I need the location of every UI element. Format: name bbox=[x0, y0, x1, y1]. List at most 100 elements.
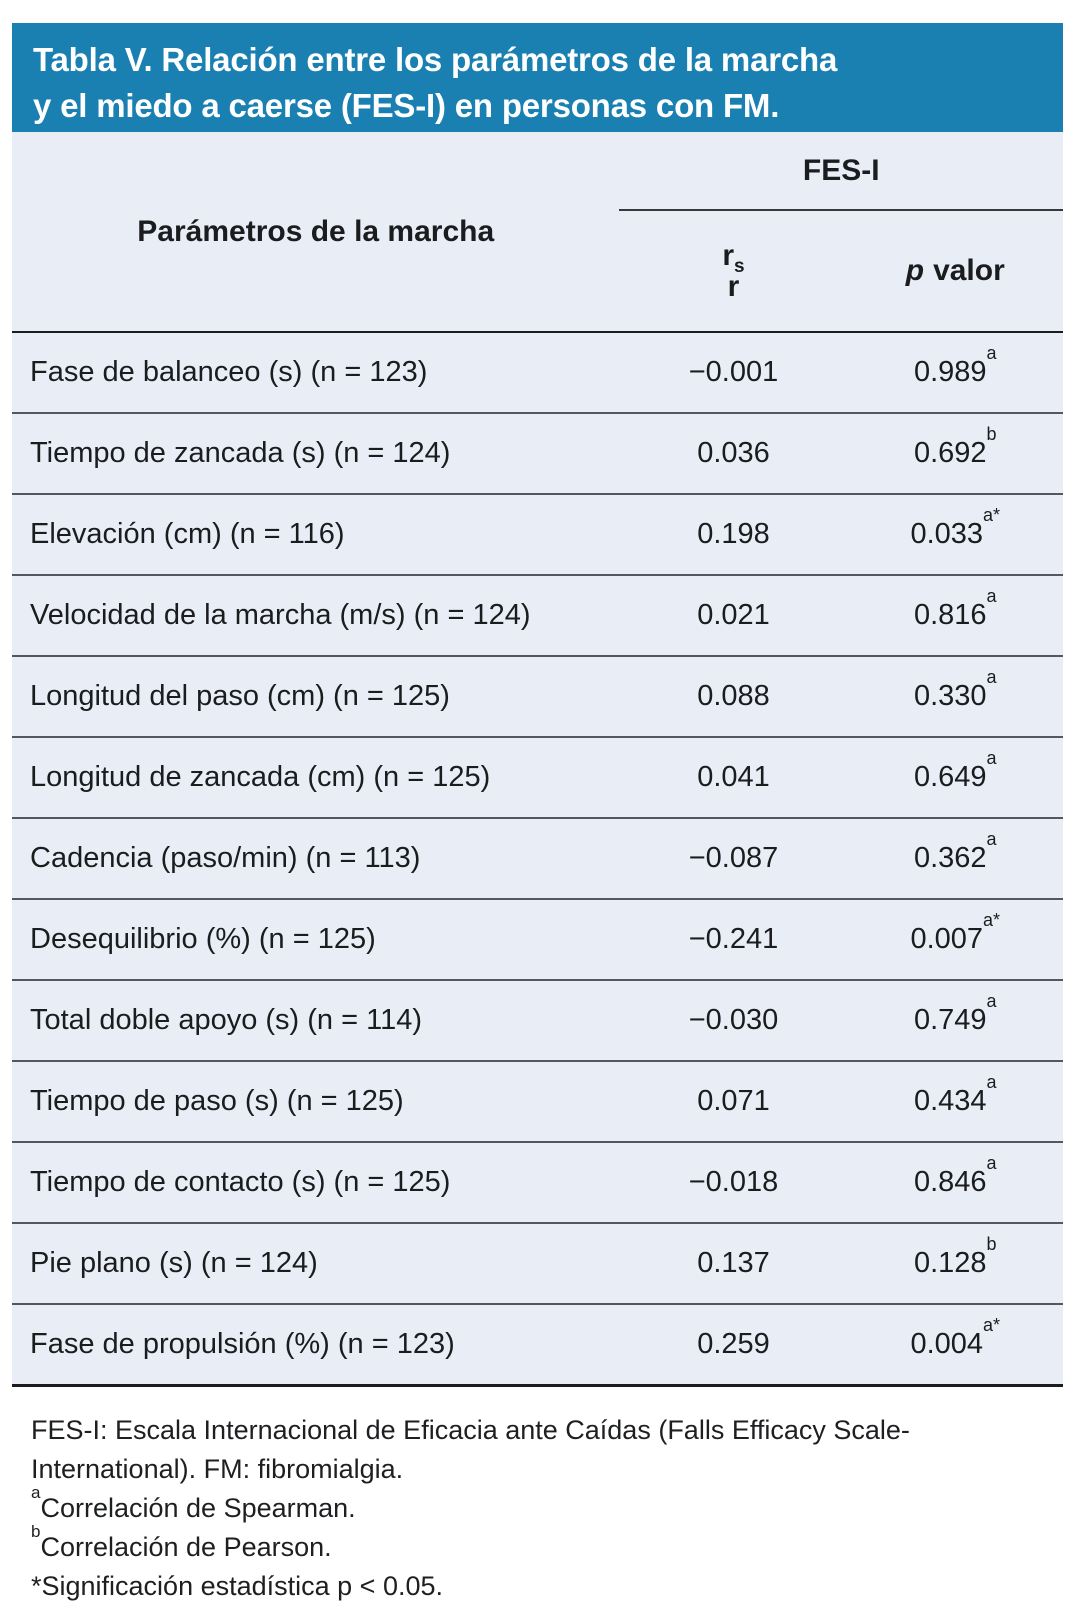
p-value-superscript: a bbox=[986, 829, 997, 850]
p-value-superscript: a bbox=[986, 667, 997, 688]
parameter-cell: Longitud de zancada (cm) (n = 125) bbox=[12, 736, 620, 818]
p-value: 0.004 bbox=[910, 1328, 984, 1360]
table-body: Fase de balanceo (s) (n = 123) −0.001 0.98… bbox=[12, 332, 1063, 1386]
rs-value-cell: 0.198 bbox=[619, 493, 848, 575]
parameter-cell: Fase de balanceo (s) (n = 123) bbox=[30, 356, 428, 388]
rs-value-cell: 0.137 bbox=[619, 1222, 848, 1304]
p-value: 0.033 bbox=[910, 518, 984, 550]
p-value: 0.007 bbox=[910, 923, 984, 955]
parameter-cell: Tiempo de paso (s) (n = 125) bbox=[12, 1060, 620, 1142]
parameter-cell: Total doble apoyo (s) (n = 114) bbox=[12, 979, 620, 1061]
p-value-cell: 0.816a bbox=[847, 574, 1063, 656]
rs-value-cell: −0.241 bbox=[619, 898, 848, 980]
p-value: 0.128 bbox=[913, 1247, 987, 1279]
table-title-line1: Tabla V. Relación entre los parámetros d… bbox=[33, 41, 838, 78]
p-value-superscript: b bbox=[986, 1234, 997, 1255]
gait-fesi-correlation-table: Parámetros de la marcha FES-I rs r p valo… bbox=[12, 132, 1063, 1387]
column-group-header-fesi: FES-I bbox=[619, 132, 1063, 211]
footnotes: FES-I: Escala Internacional de Eficacia … bbox=[12, 1387, 1063, 1606]
rs-value-cell: 0.021 bbox=[619, 574, 848, 656]
parameter-cell: Elevación (cm) (n = 116) bbox=[12, 493, 620, 575]
footnote-superscript: a bbox=[31, 1483, 41, 1502]
p-value-superscript: a bbox=[986, 1072, 997, 1093]
p-value-cell: 0.434a bbox=[847, 1060, 1063, 1142]
p-value-superscript: a* bbox=[983, 505, 1001, 526]
rs-value-cell: −0.001 bbox=[688, 356, 779, 388]
table-header: Parámetros de la marcha FES-I rs r p valo… bbox=[12, 132, 1063, 333]
table-row: Fase de propulsión (%) (n = 123) 0.259 0.0… bbox=[12, 1303, 1063, 1386]
table-row: Elevación (cm) (n = 116) 0.198 0.033a* bbox=[12, 493, 1063, 575]
p-value: 0.816 bbox=[913, 599, 987, 631]
table-row: Velocidad de la marcha (m/s) (n = 124) 0.… bbox=[12, 574, 1063, 656]
r-symbol: r bbox=[727, 270, 740, 303]
p-value-superscript: a bbox=[986, 748, 997, 769]
valor-label: valor bbox=[933, 254, 1005, 287]
p-value-superscript: a bbox=[986, 991, 997, 1012]
table-row: Fase de balanceo (s) (n = 123) −0.001 0.98… bbox=[12, 332, 1063, 413]
p-value: 0.692 bbox=[913, 437, 987, 469]
table-title-line2: y el miedo a caerse (FES-I) en personas … bbox=[33, 87, 780, 124]
rs-value-cell: −0.087 bbox=[619, 817, 848, 899]
table-row: Pie plano (s) (n = 124) 0.137 0.128b bbox=[12, 1222, 1063, 1304]
table-row: Tiempo de contacto (s) (n = 125) −0.018 0.… bbox=[12, 1141, 1063, 1223]
rs-value-cell: 0.041 bbox=[619, 736, 848, 818]
column-header-parametros: Parámetros de la marcha bbox=[12, 132, 620, 333]
p-value: 0.434 bbox=[913, 1085, 987, 1117]
p-value: 0.749 bbox=[913, 1004, 987, 1036]
p-value-superscript: a bbox=[986, 586, 997, 607]
p-value-superscript: b bbox=[986, 424, 997, 445]
p-symbol: p bbox=[905, 254, 925, 287]
column-header-rs: rs r bbox=[619, 210, 848, 333]
p-value: 0.649 bbox=[913, 761, 987, 793]
footnote: FES-I: Escala Internacional de Eficacia … bbox=[31, 1415, 910, 1484]
parameter-cell: Fase de propulsión (%) (n = 123) bbox=[12, 1303, 620, 1386]
table-row: Tiempo de zancada (s) (n = 124) 0.036 0.69… bbox=[12, 412, 1063, 494]
parameter-cell: Tiempo de zancada (s) (n = 124) bbox=[12, 412, 620, 494]
p-value-cell: 0.362a bbox=[847, 817, 1063, 899]
rs-value-cell: 0.088 bbox=[619, 655, 848, 737]
p-value-cell: 0.846a bbox=[847, 1141, 1063, 1223]
p-value-superscript: a* bbox=[983, 910, 1001, 931]
table-row: Desequilibrio (%) (n = 125) −0.241 0.007a* bbox=[12, 898, 1063, 980]
table-row: Cadencia (paso/min) (n = 113) −0.087 0.362… bbox=[12, 817, 1063, 899]
parameter-cell: Tiempo de contacto (s) (n = 125) bbox=[12, 1141, 620, 1223]
parameter-cell: Longitud del paso (cm) (n = 125) bbox=[12, 655, 620, 737]
parameter-cell: Desequilibrio (%) (n = 125) bbox=[12, 898, 620, 980]
p-value: 0.989 bbox=[913, 356, 987, 388]
p-value: 0.330 bbox=[913, 680, 987, 712]
p-value-superscript: a bbox=[986, 343, 997, 364]
p-value-cell: 0.033a* bbox=[847, 493, 1063, 575]
footnote: bCorrelación de Pearson. bbox=[31, 1522, 332, 1562]
p-value-superscript: a* bbox=[983, 1315, 1001, 1336]
column-header-pvalor: p valor bbox=[847, 210, 1063, 333]
p-value-cell: 0.128b bbox=[847, 1222, 1063, 1304]
rs-value-cell: 0.036 bbox=[619, 412, 848, 494]
p-value-cell: 0.330a bbox=[847, 655, 1063, 737]
parameter-cell: Velocidad de la marcha (m/s) (n = 124) bbox=[12, 574, 620, 656]
table-title-banner: Tabla V. Relación entre los parámetros d… bbox=[12, 23, 1063, 132]
parameter-cell: Pie plano (s) (n = 124) bbox=[12, 1222, 620, 1304]
footnote: *Significación estadística p < 0.05. bbox=[31, 1571, 444, 1601]
rs-symbol: rs bbox=[722, 239, 745, 277]
p-value-cell: 0.007a* bbox=[847, 898, 1063, 980]
parameter-cell: Cadencia (paso/min) (n = 113) bbox=[12, 817, 620, 899]
footnote-superscript: b bbox=[31, 1522, 41, 1541]
table-row: Longitud de zancada (cm) (n = 125) 0.041 0… bbox=[12, 736, 1063, 818]
table-row: Tiempo de paso (s) (n = 125) 0.071 0.434a bbox=[12, 1060, 1063, 1142]
table-row: Longitud del paso (cm) (n = 125) 0.088 0.3… bbox=[12, 655, 1063, 737]
p-value: 0.362 bbox=[913, 842, 987, 874]
p-value-cell: 0.749a bbox=[847, 979, 1063, 1061]
p-value-cell: 0.989a bbox=[848, 332, 1063, 413]
p-value: 0.846 bbox=[913, 1166, 987, 1198]
rs-value-cell: −0.030 bbox=[619, 979, 848, 1061]
p-value-cell: 0.649a bbox=[847, 736, 1063, 818]
footnote: aCorrelación de Spearman. bbox=[31, 1483, 356, 1523]
rs-value-cell: 0.259 bbox=[619, 1303, 848, 1386]
rs-value-cell: −0.018 bbox=[619, 1141, 848, 1223]
table-row: Total doble apoyo (s) (n = 114) −0.030 0.7… bbox=[12, 979, 1063, 1061]
p-value-superscript: a bbox=[986, 1153, 997, 1174]
rs-value-cell: 0.071 bbox=[619, 1060, 848, 1142]
p-value-cell: 0.692b bbox=[847, 412, 1063, 494]
p-value-cell: 0.004a* bbox=[847, 1303, 1063, 1386]
